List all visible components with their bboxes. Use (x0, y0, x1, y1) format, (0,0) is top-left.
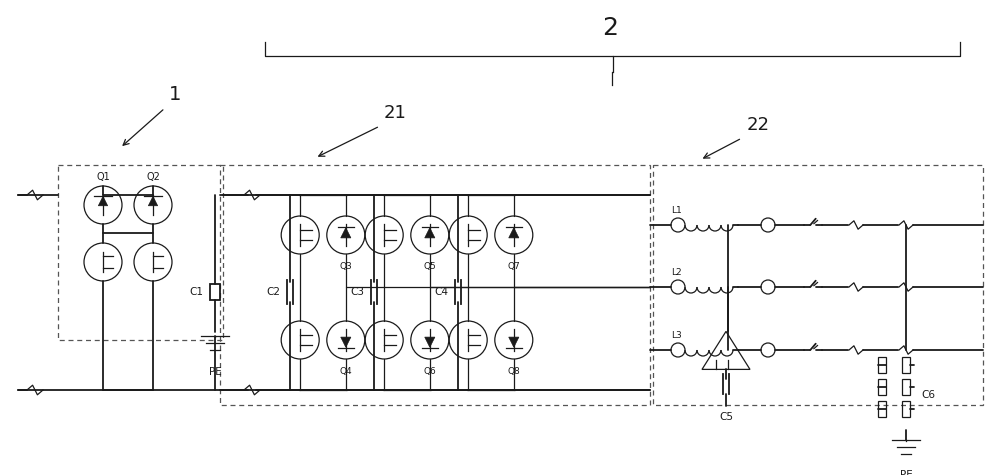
Text: Q8: Q8 (507, 367, 520, 376)
Text: Q1: Q1 (96, 172, 110, 182)
Text: 1: 1 (169, 85, 181, 104)
Text: Q3: Q3 (339, 262, 352, 271)
Bar (878, 357, 886, 373)
Text: 21: 21 (384, 104, 406, 122)
Text: PE: PE (900, 470, 912, 475)
Text: Q7: Q7 (507, 262, 520, 271)
Text: L3: L3 (671, 331, 681, 340)
Bar (210, 284, 220, 300)
Text: Q5: Q5 (423, 262, 436, 271)
Bar (878, 401, 886, 417)
Text: Q2: Q2 (146, 172, 160, 182)
Bar (902, 401, 910, 417)
Bar (902, 357, 910, 373)
Text: 22: 22 (746, 116, 770, 134)
Bar (902, 379, 910, 395)
Text: L2: L2 (671, 268, 681, 277)
Bar (653, 165, 983, 405)
Polygon shape (509, 337, 519, 347)
Text: C6: C6 (921, 390, 935, 400)
Text: C2: C2 (266, 287, 280, 297)
Text: C5: C5 (719, 412, 733, 422)
Polygon shape (425, 337, 435, 347)
Polygon shape (341, 228, 351, 238)
Bar (58, 165, 223, 340)
Text: L1: L1 (671, 206, 681, 215)
Text: C4: C4 (434, 287, 448, 297)
Text: Q6: Q6 (423, 367, 436, 376)
Text: C3: C3 (350, 287, 364, 297)
Polygon shape (98, 197, 108, 206)
Bar (220, 165, 650, 405)
Polygon shape (509, 228, 519, 238)
Text: 2: 2 (602, 16, 618, 40)
Polygon shape (425, 228, 435, 238)
Polygon shape (341, 337, 351, 347)
Text: Q4: Q4 (339, 367, 352, 376)
Polygon shape (148, 197, 158, 206)
Bar (878, 379, 886, 395)
Text: C1: C1 (189, 287, 203, 297)
Text: PE: PE (209, 367, 221, 377)
